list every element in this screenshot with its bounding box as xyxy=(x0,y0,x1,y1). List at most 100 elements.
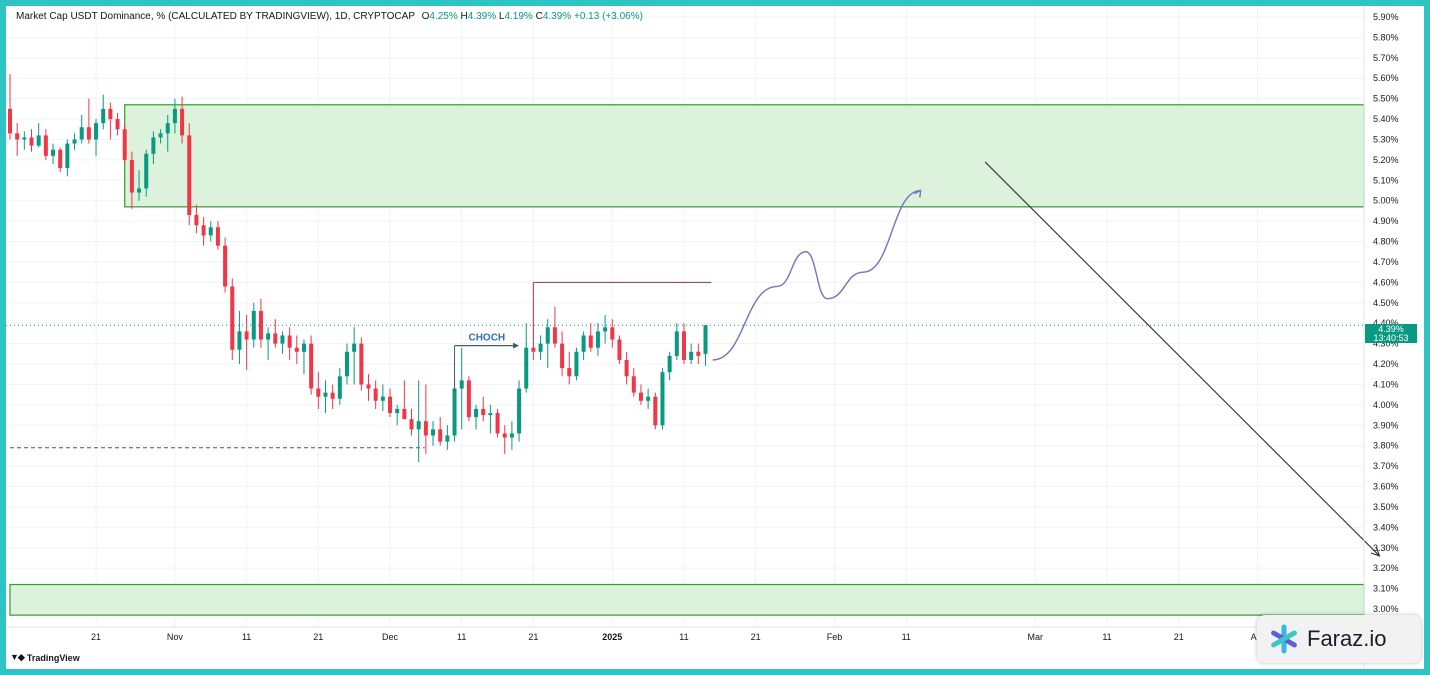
candle-body xyxy=(115,119,120,130)
candle-body xyxy=(122,129,127,160)
candle-body xyxy=(58,149,63,169)
candle-body xyxy=(703,325,708,354)
price-chart[interactable]: CHOCH 5.90% 5.80% 5.70% 5.60% 5.50% 5.40% 5.30… xyxy=(6,6,1424,669)
candle-body xyxy=(660,372,665,426)
candle-body xyxy=(208,227,213,236)
candle-body xyxy=(380,396,385,401)
candle-body xyxy=(588,335,593,348)
candle-body xyxy=(266,333,271,340)
x-tick-label: Nov xyxy=(167,632,184,642)
candle-body xyxy=(409,419,414,430)
candle-body xyxy=(624,359,629,377)
y-tick-label: 4.10% xyxy=(1373,379,1399,389)
candle-body xyxy=(574,351,579,377)
open-label: O xyxy=(421,11,430,22)
y-tick-label: 5.90% xyxy=(1373,12,1399,22)
candle-body xyxy=(552,327,557,344)
candle-body xyxy=(459,380,464,389)
candle-body xyxy=(309,343,314,389)
y-tick-label: 4.40% xyxy=(1373,318,1399,328)
candle-body xyxy=(287,335,292,348)
candle-body xyxy=(452,388,457,436)
candle-body xyxy=(488,413,493,416)
candle-body xyxy=(144,153,149,189)
x-tick-label: Dec xyxy=(382,632,399,642)
candle-body xyxy=(438,429,443,442)
candle-body xyxy=(22,137,27,140)
candle-body xyxy=(72,139,77,144)
x-tick-label: 11 xyxy=(902,632,911,642)
x-tick-label: Feb xyxy=(827,632,843,642)
candle-body xyxy=(65,143,70,169)
candles xyxy=(8,74,708,463)
zone-rect[interactable] xyxy=(9,583,1365,616)
candle-body xyxy=(251,310,256,340)
y-tick-label: 5.10% xyxy=(1373,175,1399,185)
forecast-arrowhead xyxy=(1370,547,1381,557)
y-tick-label: 5.40% xyxy=(1373,114,1399,124)
y-tick-label: 4.30% xyxy=(1373,339,1399,349)
bar-countdown: 13:40:53 xyxy=(1373,333,1409,343)
watermark-text: Faraz.io xyxy=(1307,626,1387,651)
low-value: 4.19% xyxy=(504,11,533,22)
candle-body xyxy=(423,421,428,436)
x-tick-label: 11 xyxy=(679,632,688,642)
y-tick-label: 4.70% xyxy=(1373,257,1399,267)
x-tick-label: Mar xyxy=(1028,632,1044,642)
symbol-header: Market Cap USDT Dominance, % (CALCULATED… xyxy=(16,11,643,22)
y-tick-label: 3.10% xyxy=(1373,584,1399,594)
candle-body xyxy=(517,388,522,434)
tradingview-logo[interactable]: ▼◆ TradingView xyxy=(10,652,80,663)
zone-rect[interactable] xyxy=(124,104,1365,208)
candle-body xyxy=(653,396,658,426)
x-tick-label: 11 xyxy=(242,632,251,642)
y-tick-label: 3.80% xyxy=(1373,441,1399,451)
candle-body xyxy=(560,343,565,369)
y-axis[interactable]: 5.90% 5.80% 5.70% 5.60% 5.50% 5.40% 5.30% 5.20%… xyxy=(1363,6,1399,669)
drawings: CHOCH xyxy=(454,161,1381,557)
candle-body xyxy=(603,327,608,332)
candle-body xyxy=(323,392,328,397)
choch-label: CHOCH xyxy=(468,333,505,344)
candle-body xyxy=(51,149,56,156)
y-tick-label: 3.30% xyxy=(1373,543,1399,553)
candle-body xyxy=(15,133,20,140)
close-value: 4.39% xyxy=(542,11,572,22)
candle-body xyxy=(674,331,679,356)
candle-body xyxy=(237,331,242,350)
candle-body xyxy=(581,335,586,352)
y-tick-label: 5.50% xyxy=(1373,94,1399,104)
candle-body xyxy=(538,343,543,352)
levels xyxy=(6,281,1364,449)
candle-body xyxy=(230,286,235,350)
candle-body xyxy=(180,108,185,136)
chart-frame: CHOCH 5.90% 5.80% 5.70% 5.60% 5.50% 5.40% 5.30… xyxy=(6,6,1424,669)
candle-body xyxy=(187,135,192,216)
candle-body xyxy=(416,421,421,430)
y-tick-label: 3.90% xyxy=(1373,420,1399,430)
candle-body xyxy=(316,388,321,397)
x-tick-label: 21 xyxy=(751,632,761,642)
candle-body xyxy=(79,127,84,140)
candle-body xyxy=(696,351,701,356)
change-value: +0.13 (+3.06%) xyxy=(573,11,643,22)
candle-body xyxy=(395,408,400,414)
y-tick-label: 4.50% xyxy=(1373,298,1399,308)
candle-body xyxy=(330,392,335,399)
candle-body xyxy=(366,384,371,389)
candle-body xyxy=(388,396,393,414)
candle-body xyxy=(172,108,177,124)
candle-body xyxy=(681,331,686,360)
projection-path[interactable] xyxy=(712,189,921,361)
x-axis[interactable]: 21Nov1121Dec112120251121Feb11Mar1121Apr xyxy=(6,626,1364,642)
x-tick-label: 11 xyxy=(457,632,466,642)
x-tick-label: 11 xyxy=(1102,632,1111,642)
close-label: C xyxy=(535,11,543,22)
forecast-arrow-line[interactable] xyxy=(984,161,1380,557)
candle-body xyxy=(352,343,357,352)
x-tick-label: 2025 xyxy=(602,632,622,642)
candle-body xyxy=(474,408,479,418)
candle-body xyxy=(402,408,407,420)
candle-body xyxy=(595,331,600,348)
y-tick-label: 4.80% xyxy=(1373,237,1399,247)
